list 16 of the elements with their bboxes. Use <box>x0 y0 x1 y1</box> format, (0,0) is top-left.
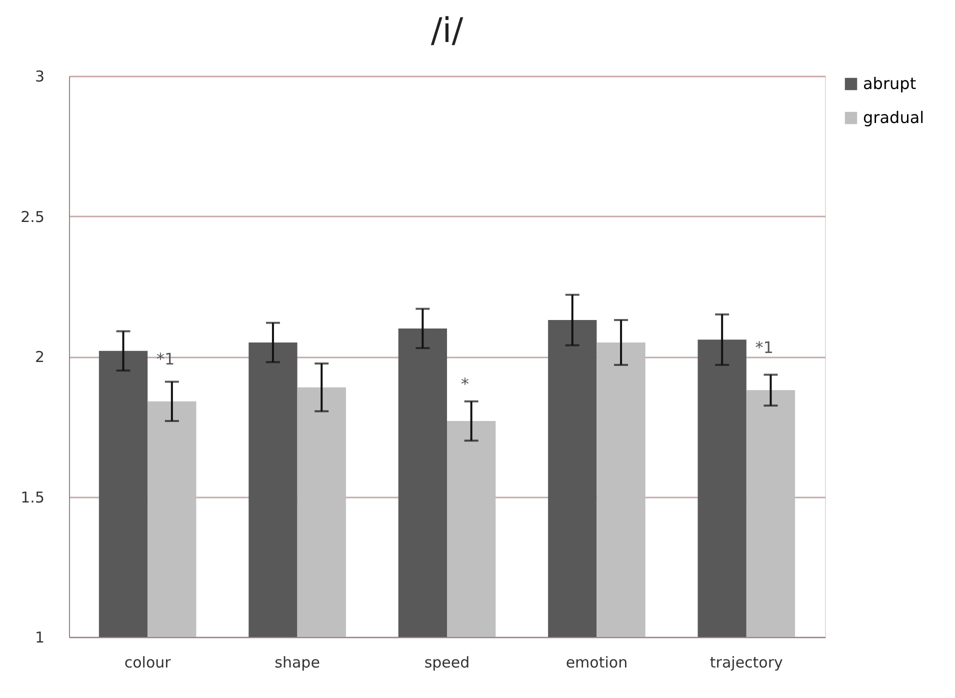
annotation: * <box>461 374 469 394</box>
y-tick-label: 3 <box>34 68 44 86</box>
annotation: *1 <box>156 349 175 368</box>
x-tick-label: speed <box>424 654 470 672</box>
y-tick-label: 2 <box>34 348 44 366</box>
y-tick-label: 1 <box>34 628 44 646</box>
x-tick-label: trajectory <box>710 654 784 672</box>
chart-title: /i/ <box>430 11 464 51</box>
y-tick-label: 1.5 <box>20 488 44 506</box>
legend-label: abrupt <box>863 74 916 93</box>
y-tick-label: 2.5 <box>20 208 44 226</box>
legend-label: gradual <box>863 108 924 127</box>
annotation: *1 <box>755 338 774 358</box>
x-tick-label: emotion <box>566 654 628 672</box>
x-tick-label: colour <box>124 654 172 672</box>
x-tick-label: shape <box>274 654 320 672</box>
